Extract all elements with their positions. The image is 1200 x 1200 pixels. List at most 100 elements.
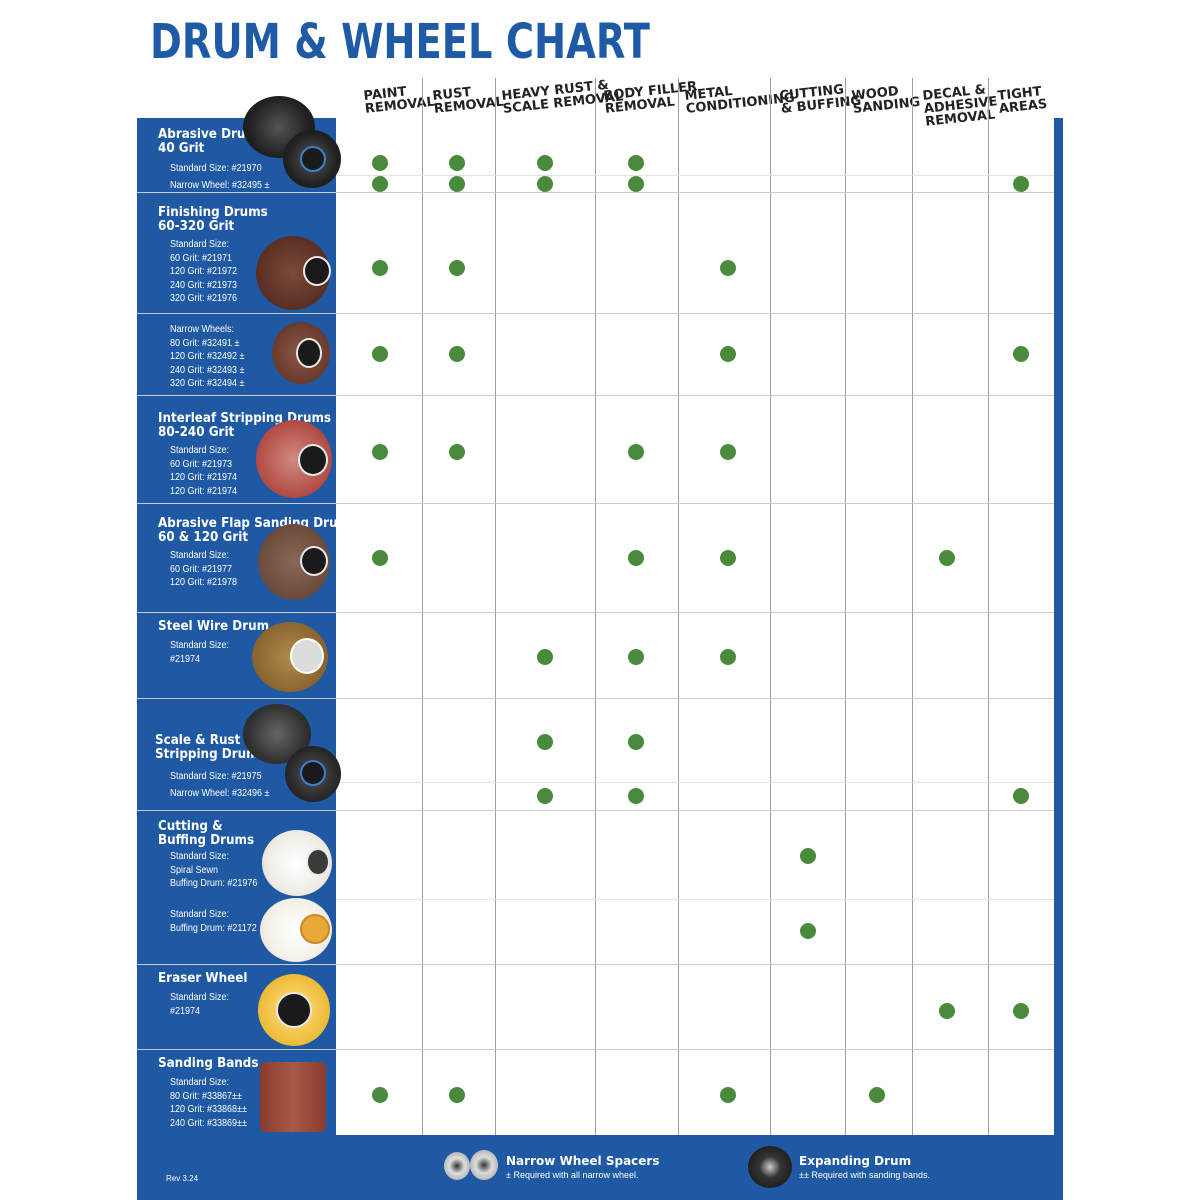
row-divider [137,810,1054,811]
column-divider [495,78,496,1135]
product-details: Narrow Wheels: 80 Grit: #32491 ± 120 Gri… [170,324,245,389]
check-dot [720,649,736,665]
product-name: Steel Wire Drum [158,619,270,634]
row-divider [137,612,1054,613]
drum-hub-icon [303,256,331,286]
check-dot [372,444,388,460]
column-divider [595,78,596,1135]
revision-label: Rev 3.24 [166,1174,199,1183]
check-dot [628,155,644,171]
row-divider [137,1049,1054,1050]
check-dot [537,788,553,804]
check-dot [537,176,553,192]
product-details: Standard Size: #21974 [170,640,230,665]
check-dot [1013,346,1029,362]
product-details: Standard Size: Spiral Sewn Buffing Drum:… [170,851,258,889]
check-dot [372,346,388,362]
check-dot [537,155,553,171]
check-dot [372,1087,388,1103]
check-dot [720,346,736,362]
check-dot [449,155,465,171]
drum-hub-icon [276,992,312,1028]
product-name: Cutting & Buffing Drums [158,819,255,848]
check-dot [1013,176,1029,192]
drum-hub-icon [300,914,330,944]
check-dot [537,649,553,665]
product-details: Standard Size: 60 Grit: #21977 120 Grit:… [170,550,238,588]
page-title: DRUM & WHEEL CHART [150,14,650,70]
check-dot [628,788,644,804]
check-dot [800,848,816,864]
check-dot [1013,788,1029,804]
check-dot [1013,1003,1029,1019]
check-dot [537,734,553,750]
check-dot [939,550,955,566]
drum-hub-icon [306,848,330,876]
row-divider [137,698,1054,699]
product-name: Abrasive Flap Sanding Drums 60 & 120 Gri… [158,516,358,545]
row-divider [137,192,1054,193]
check-dot [449,346,465,362]
row-divider [137,395,1054,396]
row-divider [137,503,1054,504]
column-divider [770,78,771,1135]
expanding-drum-icon [748,1146,792,1188]
expanding-note: ±± Required with sanding bands. [799,1170,930,1180]
check-dot [372,550,388,566]
check-dot [449,260,465,276]
check-dot [372,155,388,171]
product-details: Standard Size: #21974 [170,992,230,1017]
product-details: Standard Size: #21975 Narrow Wheel: #324… [170,771,270,799]
row-divider [336,899,1054,900]
check-dot [628,649,644,665]
product-name: Finishing Drums 60-320 Grit [158,205,268,234]
check-dot [628,444,644,460]
column-divider [678,78,679,1135]
product-name: Sanding Bands [158,1056,259,1071]
row-divider [137,313,1054,314]
check-dot [720,260,736,276]
column-header: TIGHT AREAS [996,84,1048,117]
sanding-band-image [260,1062,326,1132]
drum-hub-icon [298,444,328,476]
product-details: Standard Size: Buffing Drum: #21172 [170,909,257,934]
expanding-title: Expanding Drum [799,1154,912,1168]
column-divider [845,78,846,1135]
drum-hub-icon [290,638,324,674]
drum-hub-icon [300,760,326,786]
check-dot [628,176,644,192]
check-dot [628,734,644,750]
row-divider [336,175,1054,176]
product-name: Interleaf Stripping Drums 80-240 Grit [158,411,332,440]
check-dot [628,550,644,566]
spacer-icon [470,1150,498,1180]
product-details: Standard Size: 60 Grit: #21973 120 Grit:… [170,445,238,497]
product-details: Standard Size: #21970 Narrow Wheel: #324… [170,163,270,191]
spacers-note: ± Required with all narrow wheel. [506,1170,639,1180]
check-dot [720,444,736,460]
chart-grid [336,118,1054,1135]
product-details: Standard Size: 80 Grit: #33867±± 120 Gri… [170,1077,247,1129]
product-name: Scale & Rust Stripping Drum [155,733,259,762]
check-dot [449,1087,465,1103]
product-details: Standard Size: 60 Grit: #21971 120 Grit:… [170,239,238,304]
column-divider [988,78,989,1135]
check-dot [869,1087,885,1103]
check-dot [720,550,736,566]
column-divider [422,78,423,1135]
check-dot [800,923,816,939]
check-dot [372,176,388,192]
check-dot [939,1003,955,1019]
check-dot [720,1087,736,1103]
drum-hub-icon [296,338,322,368]
column-divider [912,78,913,1135]
check-dot [372,260,388,276]
column-header: WOOD SANDING [850,84,921,117]
check-dot [449,444,465,460]
spacers-title: Narrow Wheel Spacers [506,1154,660,1168]
check-dot [449,176,465,192]
drum-hub-icon [300,546,328,576]
drum-hub-icon [300,146,326,172]
row-divider [336,782,1054,783]
header-background [336,78,1054,118]
